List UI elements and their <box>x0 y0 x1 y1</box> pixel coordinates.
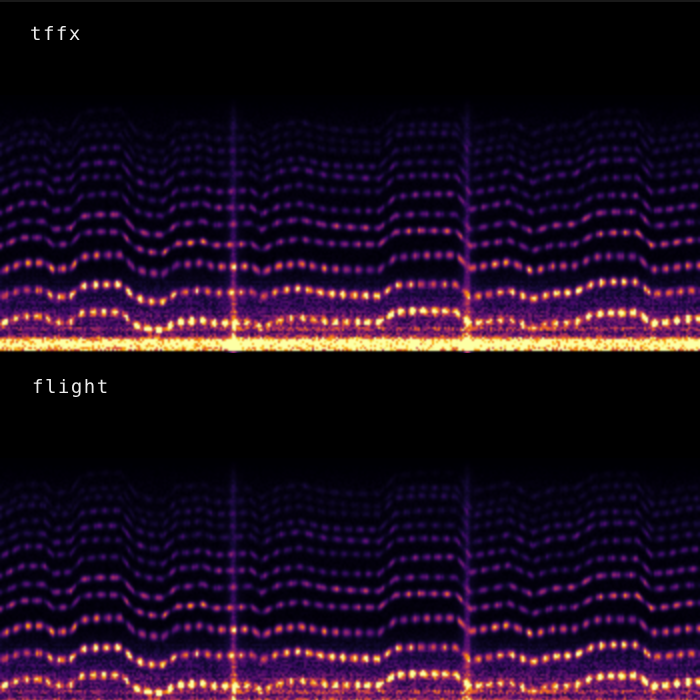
track-title-flight: flight <box>32 376 110 398</box>
track-title-tffx: tffx <box>30 23 82 45</box>
spectrogram-tffx <box>0 95 700 353</box>
top-edge-line <box>0 0 700 2</box>
spectrogram-flight <box>0 458 700 700</box>
